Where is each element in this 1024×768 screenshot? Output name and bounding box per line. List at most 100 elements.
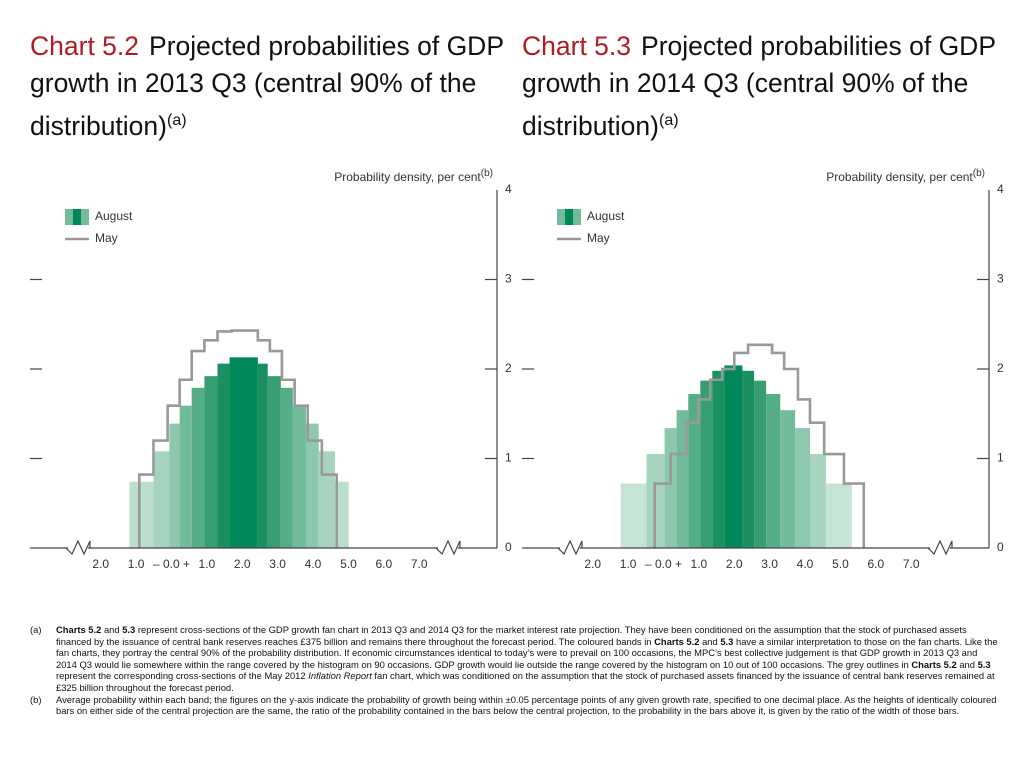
footnote-marker: (a) — [30, 624, 42, 635]
x-tick-label: 3.0 — [761, 557, 778, 571]
x-tick-label: 6.0 — [375, 557, 392, 571]
chart-title: Chart 5.2 Projected probabilities of GDP … — [30, 28, 510, 145]
footnote-part: Charts 5.2 — [654, 635, 700, 647]
x-tick-label: 7.0 — [903, 557, 920, 571]
footnote-text: Charts 5.2 and 5.3 represent cross-secti… — [56, 624, 998, 694]
footnote: (b) Average probability within each band;… — [30, 694, 998, 717]
bar — [700, 380, 713, 548]
bar — [620, 483, 647, 548]
bar — [191, 387, 205, 548]
y-tick-label: 3 — [505, 272, 512, 286]
chart-label: Chart 5.2 — [30, 31, 140, 61]
footnote-marker: (b) — [30, 693, 42, 705]
legend-label: August — [587, 209, 625, 223]
y-axis-label-text: Probability density, per cent — [334, 170, 481, 184]
y-tick-label: 4 — [505, 182, 512, 196]
y-axis-label: Probability density, per cent(b) — [826, 168, 985, 185]
footnote-part: and — [101, 624, 123, 635]
step-line — [138, 329, 339, 548]
footnotes: (a) Charts 5.2 and 5.3 represent cross-se… — [30, 624, 998, 717]
x-tick-label: 5.0 — [340, 557, 357, 571]
bar — [825, 483, 852, 548]
footnote-part: 5.3 — [977, 658, 991, 670]
legend-swatch — [557, 209, 565, 225]
x-tick-label: 6.0 — [867, 557, 884, 571]
y-tick-label: 1 — [997, 451, 1004, 465]
chart-title: Chart 5.3 Projected probabilities of GDP … — [522, 28, 1002, 145]
x-tick-label: 5.0 — [832, 557, 849, 571]
title-text: Projected probabilities of GDP growth in… — [522, 31, 996, 141]
bar — [280, 387, 293, 548]
x-tick-label: 2.0 — [584, 557, 601, 571]
legend-swatch — [565, 209, 573, 225]
bar — [179, 405, 192, 548]
footnote-part: Charts 5.2 — [56, 624, 102, 635]
legend-swatch — [73, 209, 81, 225]
footnote-part: 5.3 — [720, 635, 734, 647]
bar — [204, 376, 218, 548]
bar — [795, 428, 810, 548]
x-tick-label: 3.0 — [269, 557, 286, 571]
bar — [724, 365, 743, 548]
y-tick-label: 2 — [997, 361, 1004, 375]
footnote-part: and — [956, 658, 978, 670]
bar — [766, 394, 781, 548]
footnote-part: represent cross-sections of the GDP grow… — [56, 624, 967, 647]
bar — [129, 481, 154, 548]
footnote-part: represent the corresponding cross-sectio… — [56, 670, 309, 682]
axis-break — [927, 539, 953, 556]
footnote: (a) Charts 5.2 and 5.3 represent cross-se… — [30, 624, 998, 694]
bar — [334, 481, 349, 548]
footnote-part: Inflation Report — [308, 670, 372, 682]
footnote-part: 5.3 — [122, 624, 136, 635]
axis-break — [557, 539, 583, 556]
bar — [257, 363, 268, 548]
y-tick-label: 4 — [997, 182, 1004, 196]
bar — [292, 405, 306, 548]
y-axis-label: Probability density, per cent(b) — [334, 168, 493, 185]
title-note: (a) — [658, 112, 679, 129]
legend-swatch — [81, 209, 89, 225]
bar — [664, 428, 677, 548]
x-tick-label: – 0.0 + — [153, 557, 190, 571]
legend-label: May — [95, 231, 118, 245]
bar — [267, 376, 281, 548]
title-text: Projected probabilities of GDP growth in… — [30, 31, 504, 141]
axis-break — [65, 539, 91, 556]
x-tick-label: 4.0 — [305, 557, 322, 571]
legend-swatch — [65, 209, 73, 225]
y-axis-label-note: (b) — [973, 168, 985, 179]
bar — [780, 410, 796, 548]
axis-break — [435, 539, 461, 556]
bar — [712, 370, 725, 548]
legend-swatch — [573, 209, 581, 225]
y-axis-label-text: Probability density, per cent — [826, 170, 973, 184]
y-tick-label: 3 — [997, 272, 1004, 286]
legend-label: August — [95, 209, 133, 223]
footnote-part: have a similar interpretation to those o… — [56, 635, 998, 670]
y-tick-label: 2 — [505, 361, 512, 375]
bar — [169, 423, 180, 548]
footnote-part: Charts 5.2 — [911, 658, 957, 670]
step-line — [653, 343, 866, 548]
x-tick-label: 4.0 — [797, 557, 814, 571]
charts: 0 1 2 3 4 2.0 1.0 – 0.0 + 1.0 2.0 3.0 4.0 5.0 6.0 7.0 P… — [30, 168, 1004, 571]
y-tick-label: 0 — [505, 540, 512, 554]
y-tick-label: 1 — [505, 451, 512, 465]
x-tick-label: 2.0 — [234, 557, 251, 571]
footnote-part: and — [699, 635, 721, 647]
bar — [742, 370, 755, 548]
x-tick-label: 1.0 — [691, 557, 708, 571]
bar — [676, 410, 689, 548]
footnote-part: Average probability within each band; th… — [56, 693, 997, 717]
x-tick-label: 2.0 — [92, 557, 109, 571]
x-tick-label: 2.0 — [726, 557, 743, 571]
x-tick-label: 1.0 — [620, 557, 637, 571]
x-tick-label: 1.0 — [128, 557, 145, 571]
bar — [809, 454, 826, 548]
bar — [217, 363, 230, 548]
chart-label: Chart 5.3 — [522, 31, 632, 61]
y-tick-label: 0 — [997, 540, 1004, 554]
bar — [754, 380, 767, 548]
